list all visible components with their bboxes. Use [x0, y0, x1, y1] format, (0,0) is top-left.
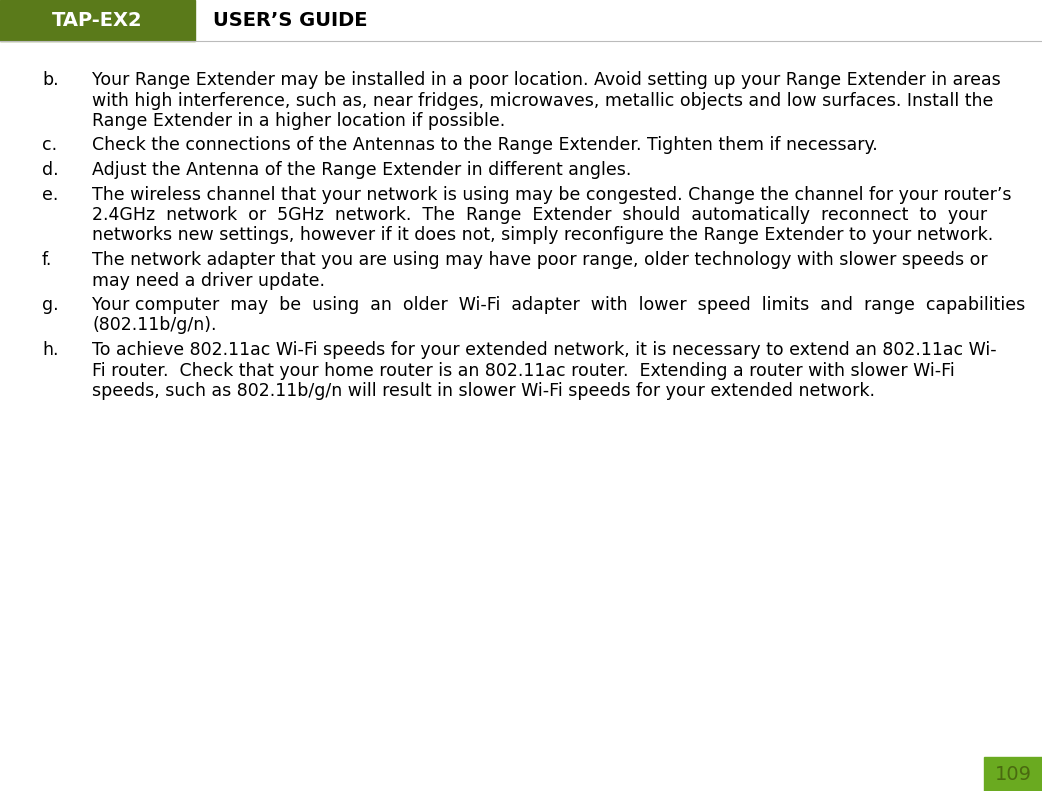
- Text: f.: f.: [42, 251, 52, 269]
- Text: e.: e.: [42, 186, 58, 203]
- Text: TAP-EX2: TAP-EX2: [52, 11, 143, 30]
- Text: (802.11b/g/n).: (802.11b/g/n).: [92, 316, 217, 335]
- Text: d.: d.: [42, 161, 58, 179]
- Text: Your Range Extender may be installed in a poor location. Avoid setting up your R: Your Range Extender may be installed in …: [92, 71, 1000, 89]
- Text: b.: b.: [42, 71, 58, 89]
- Text: To achieve 802.11ac Wi-Fi speeds for your extended network, it is necessary to e: To achieve 802.11ac Wi-Fi speeds for you…: [92, 341, 996, 359]
- Text: h.: h.: [42, 341, 58, 359]
- Text: with high interference, such as, near fridges, microwaves, metallic objects and : with high interference, such as, near fr…: [92, 92, 993, 109]
- Text: The network adapter that you are using may have poor range, older technology wit: The network adapter that you are using m…: [92, 251, 988, 269]
- Bar: [984, 757, 1042, 791]
- Text: c.: c.: [42, 137, 57, 154]
- Text: Adjust the Antenna of the Range Extender in different angles.: Adjust the Antenna of the Range Extender…: [92, 161, 631, 179]
- Text: speeds, such as 802.11b/g/n will result in slower Wi-Fi speeds for your extended: speeds, such as 802.11b/g/n will result …: [92, 382, 875, 400]
- Text: Fi router.  Check that your home router is an 802.11ac router.  Extending a rout: Fi router. Check that your home router i…: [92, 361, 954, 380]
- Bar: [0, 0, 1042, 41]
- Text: networks new settings, however if it does not, simply reconfigure the Range Exte: networks new settings, however if it doe…: [92, 226, 993, 244]
- Text: Your computer  may  be  using  an  older  Wi-Fi  adapter  with  lower  speed  li: Your computer may be using an older Wi-F…: [92, 296, 1025, 314]
- Bar: [0, 0, 195, 41]
- Text: USER’S GUIDE: USER’S GUIDE: [213, 11, 368, 30]
- Text: 109: 109: [994, 764, 1032, 784]
- Text: may need a driver update.: may need a driver update.: [92, 271, 325, 290]
- Text: Range Extender in a higher location if possible.: Range Extender in a higher location if p…: [92, 112, 505, 130]
- Text: g.: g.: [42, 296, 58, 314]
- Text: Check the connections of the Antennas to the Range Extender. Tighten them if nec: Check the connections of the Antennas to…: [92, 137, 877, 154]
- Text: The wireless channel that your network is using may be congested. Change the cha: The wireless channel that your network i…: [92, 186, 1012, 203]
- Text: 2.4GHz  network  or  5GHz  network.  The  Range  Extender  should  automatically: 2.4GHz network or 5GHz network. The Rang…: [92, 206, 987, 224]
